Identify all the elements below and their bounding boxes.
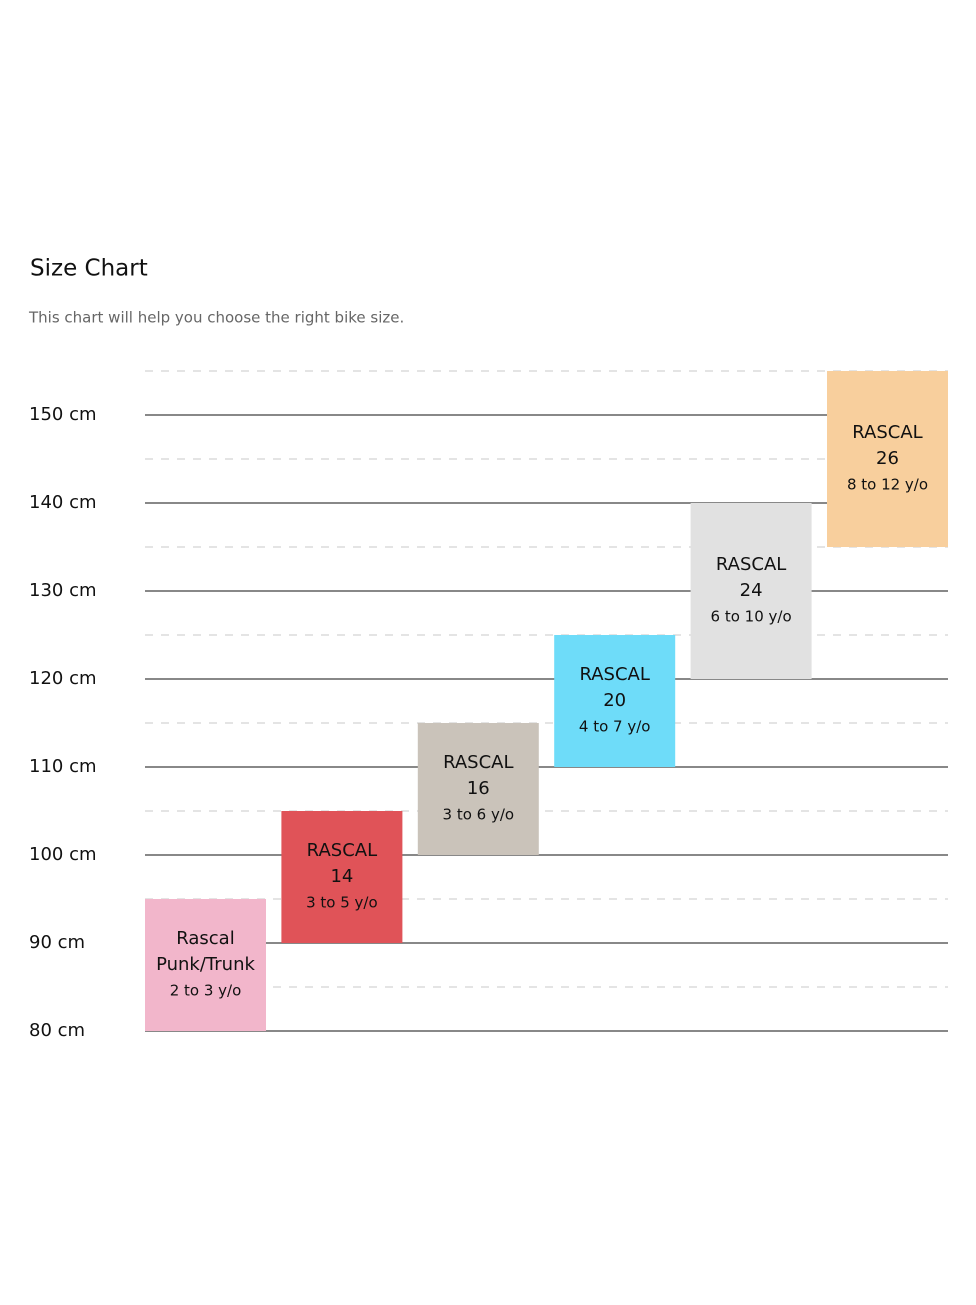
bar-name: RASCAL bbox=[443, 752, 513, 773]
y-tick-label: 80 cm bbox=[29, 1020, 85, 1041]
bar-name: RASCAL bbox=[307, 840, 377, 861]
bar-name: Punk/Trunk bbox=[156, 954, 255, 975]
bar-name: 20 bbox=[603, 690, 626, 711]
chart-title: Size Chart bbox=[30, 256, 148, 282]
bar-age: 8 to 12 y/o bbox=[847, 476, 928, 494]
chart-subtitle: This chart will help you choose the righ… bbox=[28, 309, 404, 327]
bar bbox=[145, 899, 266, 1031]
bar-name: 16 bbox=[467, 778, 490, 799]
bar bbox=[281, 811, 403, 943]
y-tick-label: 110 cm bbox=[29, 756, 97, 777]
bar bbox=[417, 723, 539, 855]
bar-name: RASCAL bbox=[852, 422, 922, 443]
y-tick-label: 130 cm bbox=[29, 580, 97, 601]
y-tick-label: 120 cm bbox=[29, 668, 97, 689]
bar-age: 2 to 3 y/o bbox=[170, 982, 242, 1000]
bar-name: 14 bbox=[330, 866, 353, 887]
y-tick-label: 150 cm bbox=[29, 404, 97, 425]
y-tick-label: 140 cm bbox=[29, 492, 97, 513]
bar-age: 3 to 5 y/o bbox=[306, 894, 378, 912]
bar-name: Rascal bbox=[176, 928, 234, 949]
bar-age: 4 to 7 y/o bbox=[579, 718, 651, 736]
bar bbox=[554, 635, 676, 767]
bar-age: 3 to 6 y/o bbox=[443, 806, 515, 824]
y-tick-label: 90 cm bbox=[29, 932, 85, 953]
bar-name: 26 bbox=[876, 448, 899, 469]
bar-name: RASCAL bbox=[579, 664, 649, 685]
bar-name: 24 bbox=[740, 580, 763, 601]
bar-name: RASCAL bbox=[716, 554, 786, 575]
bar bbox=[827, 371, 948, 547]
bar bbox=[690, 503, 812, 679]
y-tick-label: 100 cm bbox=[29, 844, 97, 865]
bar-age: 6 to 10 y/o bbox=[711, 608, 792, 626]
